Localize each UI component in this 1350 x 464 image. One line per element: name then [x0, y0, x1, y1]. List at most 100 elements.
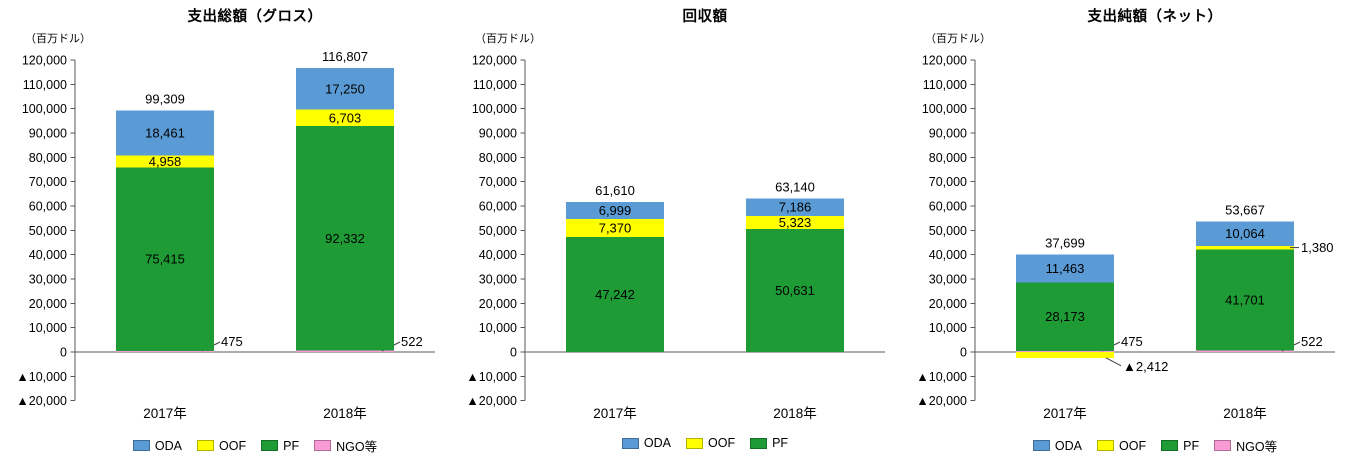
plot-area: 120,000 110,000 100,000 90,000 80,000 70,000 6…: [16, 49, 435, 421]
y-tick-label: 60,000: [929, 200, 967, 214]
y-tick-label: 100,000: [22, 102, 67, 116]
y-tick-label: 110,000: [473, 78, 517, 92]
legend-label: PF: [1183, 438, 1200, 453]
x-category-label: 2017年: [143, 406, 187, 421]
y-tick-label: ▲10,000: [16, 370, 67, 384]
x-category-label: 2018年: [323, 406, 367, 421]
chart-title: 支出純額（ネット）: [1087, 9, 1223, 25]
legend-label: OOF: [1119, 438, 1147, 453]
y-tick-label: 0: [960, 346, 967, 360]
segment-value-label: 7,186: [779, 200, 812, 215]
bar-segment-oof: [1196, 245, 1294, 250]
bar-segment-ngo等: [1016, 350, 1114, 352]
chart-title: 支出総額（グロス）: [187, 9, 323, 25]
y-tick-label: 90,000: [29, 127, 67, 141]
legend-item-oda: ODA: [1032, 438, 1083, 453]
bar-segment-ngo等: [1196, 350, 1294, 352]
y-tick-label: 0: [510, 346, 517, 360]
bar-total-label: 99,309: [145, 91, 185, 106]
segment-value-label: 47,242: [595, 287, 635, 302]
callout-label: ▲2,412: [1123, 359, 1168, 374]
legend-label: PF: [283, 438, 300, 453]
chart-panel-recoveries: 回収額 （百万ドル） 120,000 110,000 100,000 90,000 80…: [450, 0, 900, 464]
legend-label: ODA: [1054, 438, 1083, 453]
bar-segment-oda: [296, 67, 394, 110]
y-tick-label: 120,000: [22, 54, 67, 68]
bar-segment-oof: [566, 219, 664, 238]
y-tick-label: 40,000: [29, 248, 67, 262]
legend-swatch: [197, 440, 215, 451]
bar-segment-pf: [566, 237, 664, 352]
y-tick-label: 90,000: [479, 127, 517, 141]
y-tick-label: 80,000: [479, 151, 517, 165]
bar-segment-oda: [116, 110, 214, 156]
legend-swatch: [621, 437, 639, 449]
legend-label: OOF: [708, 436, 736, 450]
y-tick-label: 50,000: [29, 224, 67, 238]
segment-value-label: 41,701: [1225, 292, 1265, 307]
legend-swatch: [1097, 440, 1115, 451]
bar-segment-pf: [1196, 249, 1294, 351]
y-tick-label: ▲10,000: [916, 370, 967, 384]
plot-area: 120,000 110,000 100,000 90,000 80,000 70,000 6…: [466, 54, 885, 421]
y-tick-label: 50,000: [929, 224, 967, 238]
segment-value-label: 28,173: [1045, 309, 1085, 324]
callout-leader-line: [1105, 357, 1122, 367]
legend-label: OOF: [219, 438, 247, 453]
x-category-label: 2017年: [593, 406, 637, 421]
legend-swatch: [1032, 440, 1050, 451]
bar-total-label: 116,807: [322, 49, 368, 64]
y-tick-label: 20,000: [479, 297, 517, 311]
x-category-label: 2017年: [1043, 406, 1087, 421]
y-tick-label: ▲20,000: [466, 394, 517, 408]
y-tick-label: 20,000: [29, 297, 67, 311]
legend: ODA OOF PF: [525, 436, 885, 450]
y-tick-label: 110,000: [23, 78, 67, 92]
y-tick-label: 50,000: [479, 224, 517, 238]
bar-segment-ngo等: [116, 350, 214, 352]
legend-swatch: [1214, 440, 1232, 451]
legend-swatch: [750, 437, 768, 449]
segment-value-label: 50,631: [775, 283, 815, 298]
y-tick-label: 10,000: [29, 321, 67, 335]
bar-total-label: 61,610: [595, 183, 635, 198]
legend-swatch: [686, 437, 703, 449]
y-tick-label: 10,000: [479, 321, 517, 335]
legend-swatch: [261, 440, 279, 451]
legend-swatch: [1161, 440, 1179, 451]
y-tick-label: 100,000: [922, 102, 967, 116]
y-axis-unit-label: （百万ドル）: [925, 33, 991, 45]
legend-swatch: [314, 440, 332, 451]
legend: ODA OOF PF NGO等: [75, 436, 435, 455]
bar-segment-pf: [116, 167, 214, 351]
segment-value-label: 18,461: [145, 125, 185, 140]
segment-value-label: 4,958: [149, 154, 182, 169]
bar-total-label: 53,667: [1225, 202, 1265, 217]
y-axis-unit-label: （百万ドル）: [25, 33, 91, 45]
bar-segment-pf: [746, 228, 844, 352]
legend-item-oda: ODA: [621, 436, 671, 450]
callout-label: 475: [221, 334, 243, 349]
legend-label: ODA: [154, 438, 183, 453]
y-tick-label: ▲20,000: [16, 394, 67, 408]
segment-value-label: 92,332: [325, 231, 365, 246]
x-category-label: 2018年: [1223, 406, 1267, 421]
y-tick-label: 60,000: [29, 200, 67, 214]
legend-item-oof: OOF: [1097, 439, 1146, 453]
bar-segment-oof: [1016, 352, 1114, 358]
bar-segment-oda: [1016, 254, 1114, 283]
y-tick-label: 10,000: [929, 321, 967, 335]
legend-swatch: [132, 440, 150, 451]
segment-value-label: 7,370: [599, 221, 632, 236]
segment-value-label: 5,323: [779, 215, 812, 230]
callout-label: 522: [1301, 334, 1323, 349]
legend-item-oof: OOF: [686, 436, 735, 450]
bar-segment-oof: [296, 109, 394, 127]
bar-total-label: 63,140: [775, 179, 815, 194]
chart-panel-gross-disbursements: 支出総額（グロス） （百万ドル） 120,000 110,000 100,000 90…: [0, 0, 450, 464]
segment-value-label: 6,999: [599, 203, 632, 218]
y-tick-label: 70,000: [29, 175, 67, 189]
legend-item-pf: PF: [750, 436, 788, 450]
legend-label: PF: [772, 436, 789, 450]
